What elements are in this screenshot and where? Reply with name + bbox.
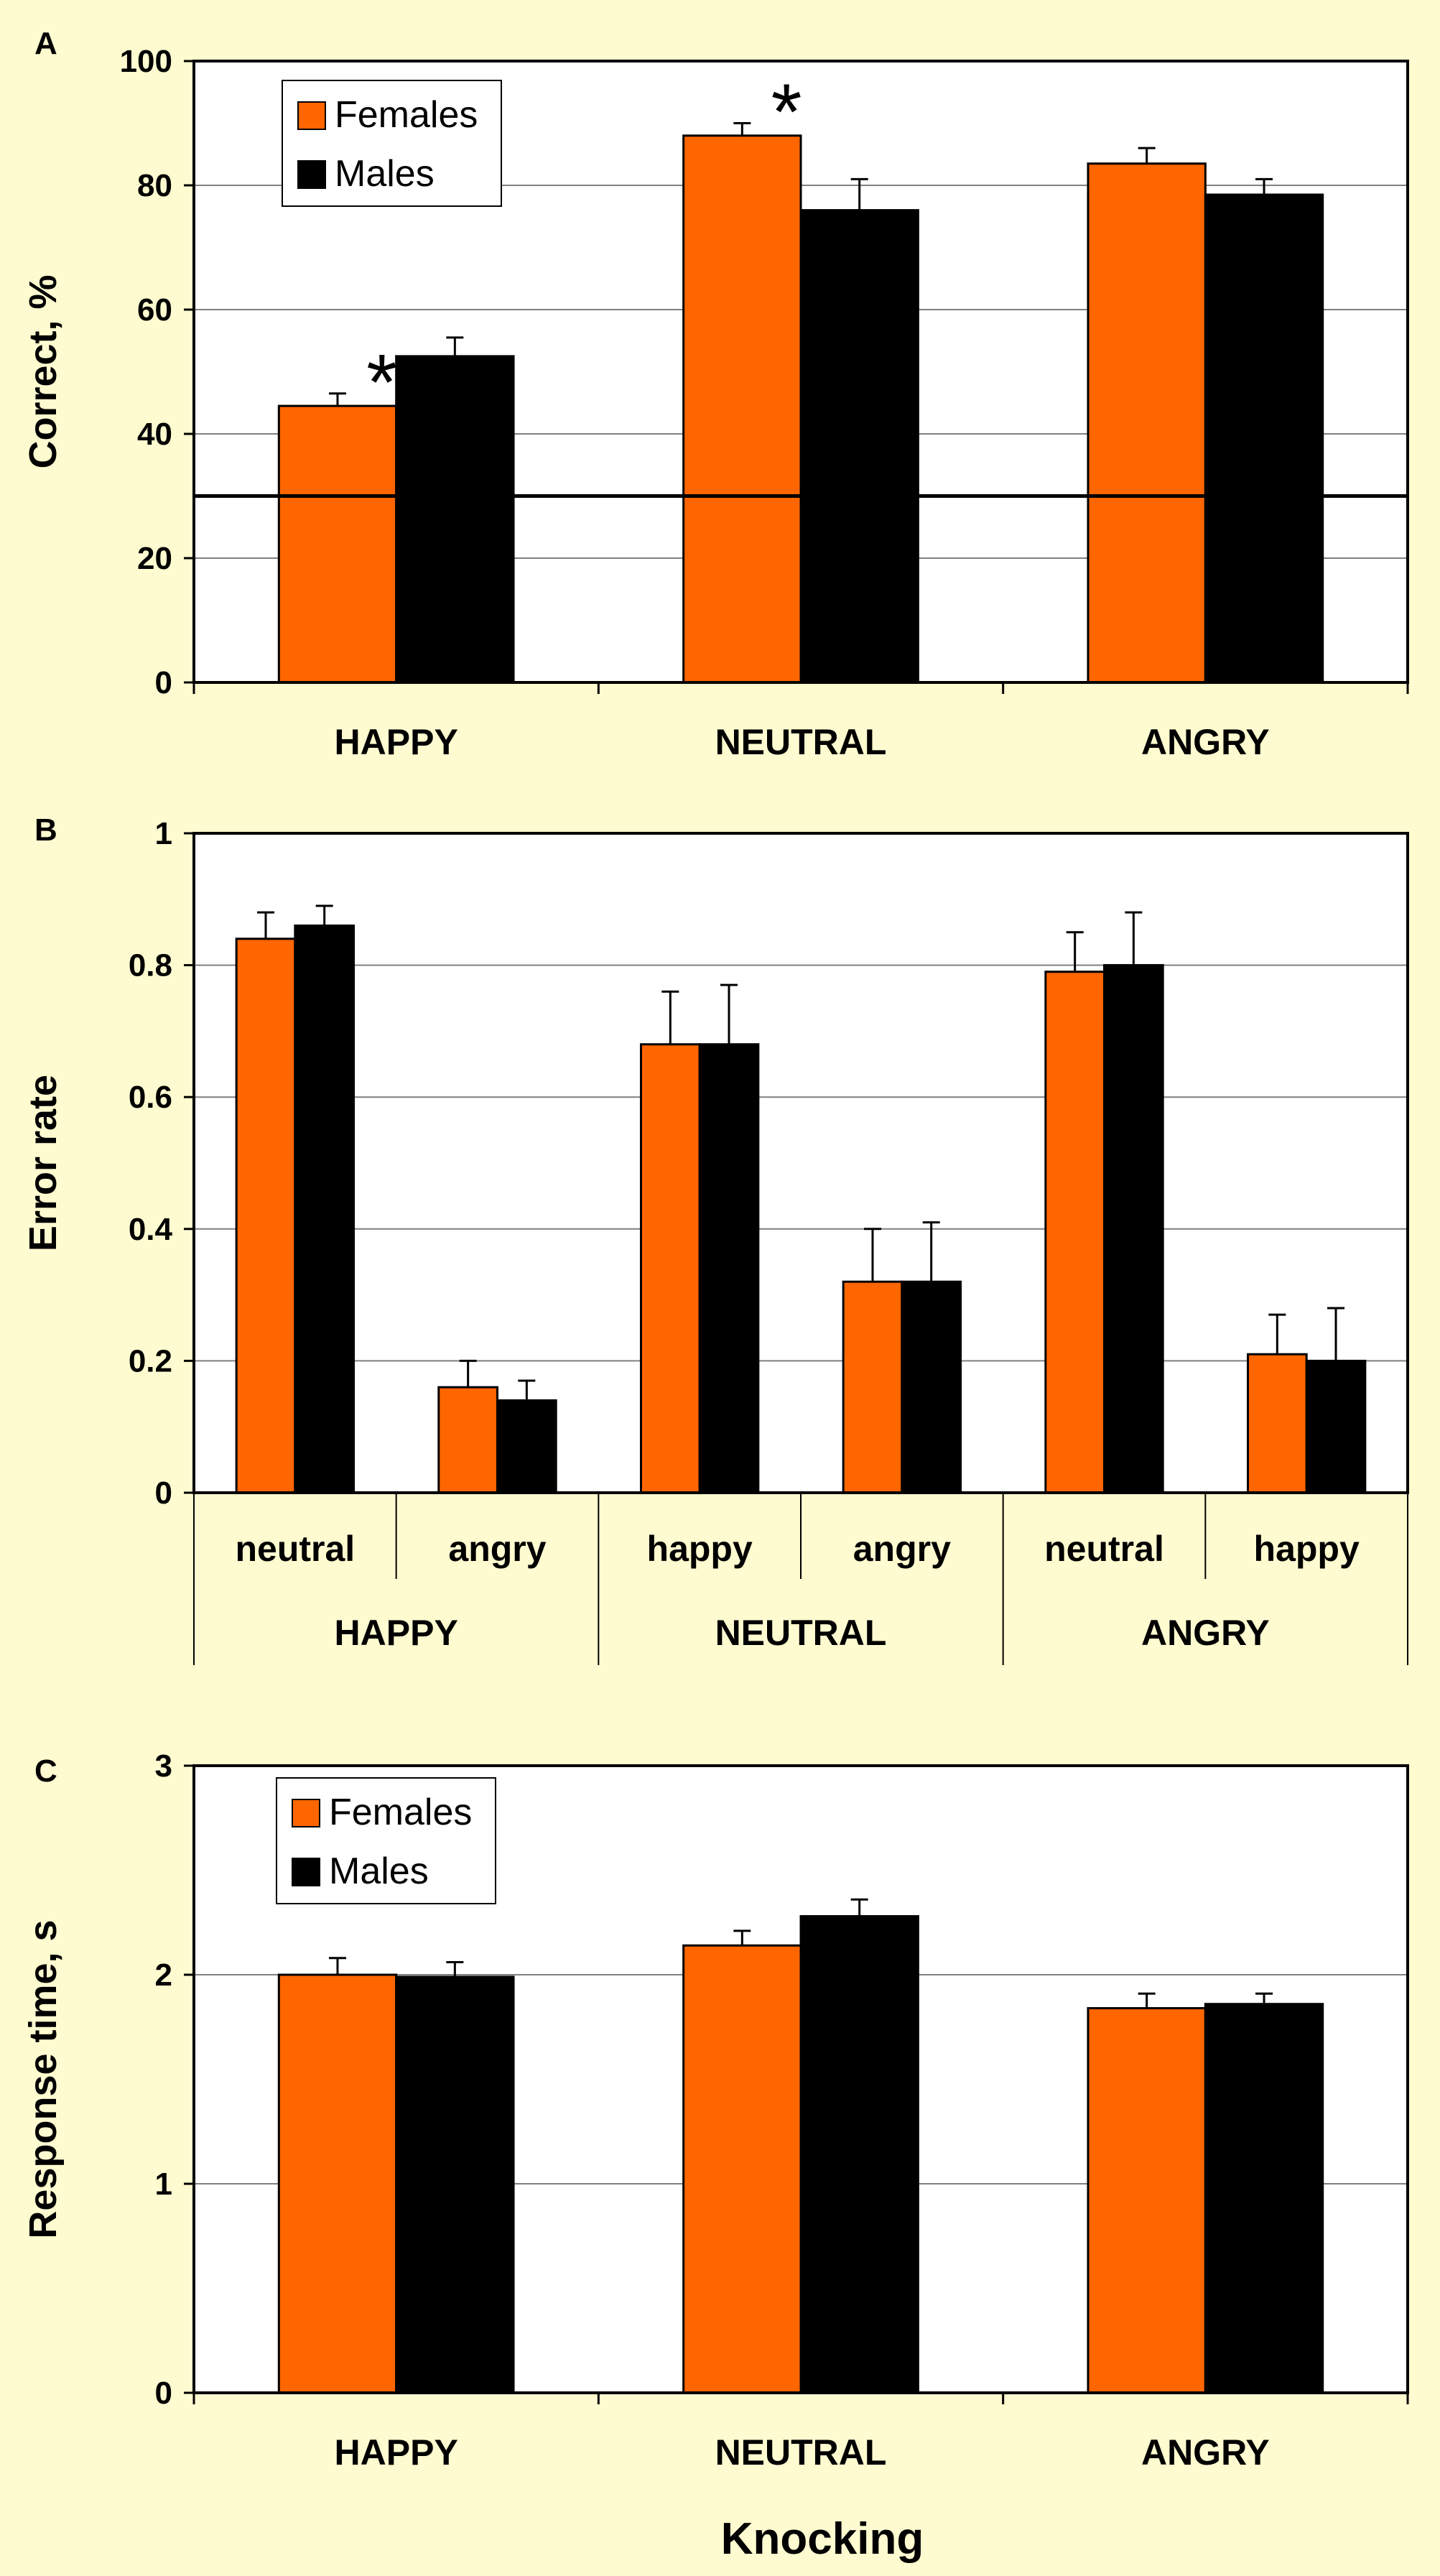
bar-females (682, 134, 802, 684)
panel-letter: A (34, 26, 57, 61)
bar-females (1087, 2007, 1207, 2394)
legend-swatch-males (292, 1858, 320, 1886)
y-tick-label: 0 (155, 2376, 172, 2411)
x-group-label: HAPPY (335, 1613, 458, 1653)
x-group-label: NEUTRAL (715, 1613, 887, 1653)
significance-star: * (771, 68, 802, 157)
y-axis-title: Correct, % (22, 274, 65, 468)
y-tick-label: 0.2 (129, 1343, 172, 1379)
bar-females (682, 1944, 802, 2394)
x-category-label: HAPPY (335, 722, 458, 762)
bar-males (1204, 2003, 1324, 2394)
x-category-label: ANGRY (1141, 2432, 1270, 2473)
bar-males (799, 1915, 919, 2394)
y-tick-label: 3 (155, 1748, 172, 1784)
legend-swatch-females (292, 1799, 320, 1827)
x-category-label: HAPPY (335, 2432, 458, 2473)
plot-frame (192, 60, 1409, 684)
x-subcategory-label: neutral (1044, 1529, 1164, 1569)
bar-males (1204, 193, 1324, 684)
x-axis-title: Knocking (721, 2514, 924, 2564)
y-tick-label: 80 (137, 168, 172, 203)
bar-females (277, 404, 398, 684)
legend: Females Males (282, 80, 502, 207)
y-tick-label: 20 (137, 541, 172, 576)
legend-swatch-females (297, 101, 326, 130)
x-subcategory-label: neutral (235, 1529, 355, 1569)
panel-a: 0 20 40 60 80 100 Correct, % A * * HAPPY NEUTRAL ANG… (22, 26, 1409, 762)
panel-letter: C (34, 1753, 57, 1789)
significance-star: * (366, 338, 397, 427)
x-subcategory-label: angry (853, 1529, 951, 1569)
y-axis-title: Response time, s (22, 1919, 65, 2238)
x-category-label: NEUTRAL (715, 722, 887, 762)
x-group-label: ANGRY (1141, 1613, 1270, 1653)
bar-males (496, 1399, 557, 1494)
legend-label: Males (335, 153, 435, 195)
bar-males (1305, 1359, 1367, 1494)
y-tick-label: 60 (137, 292, 172, 328)
x-subcategory-label: happy (1254, 1529, 1360, 1569)
bar-males (294, 925, 356, 1494)
y-tick-label: 100 (120, 44, 172, 79)
bar-females (639, 1043, 701, 1494)
y-tick-label: 0.4 (129, 1212, 173, 1247)
y-axis-title: Error rate (22, 1075, 65, 1251)
x-subcategory-label: angry (448, 1529, 546, 1569)
bar-females (1044, 970, 1105, 1494)
bar-females (277, 1973, 398, 2394)
bar-males (395, 1975, 515, 2394)
panel-c: 0 1 2 3 Response time, s C HAPPY NEUTRAL ANGRY Fe… (22, 1748, 1409, 2564)
bar-males (1103, 964, 1164, 1494)
bar-males (901, 1280, 962, 1494)
bar-females (842, 1280, 904, 1494)
y-tick-label: 2 (155, 1958, 172, 1993)
bar-males (799, 209, 919, 684)
plot-area (194, 833, 1408, 1493)
bar-males (698, 1043, 760, 1494)
x-category-label: ANGRY (1141, 722, 1270, 762)
y-tick-label: 0 (155, 665, 172, 700)
legend-swatch-males (297, 160, 326, 189)
y-tick-label: 1 (155, 816, 172, 851)
bar-females (235, 937, 297, 1494)
x-subcategory-label: happy (647, 1529, 753, 1569)
bar-females (1246, 1353, 1308, 1494)
legend-label: Males (329, 1850, 429, 1892)
y-tick-label: 40 (137, 417, 172, 452)
legend: Females Males (276, 1777, 496, 1904)
y-tick-label: 0.6 (129, 1080, 172, 1115)
x-category-label: NEUTRAL (715, 2432, 887, 2473)
panel-letter: B (34, 812, 57, 848)
bar-males (395, 355, 515, 684)
y-tick-label: 0 (155, 1475, 172, 1511)
bar-females (437, 1386, 498, 1494)
legend-label: Females (329, 1792, 472, 1833)
plot-frame (192, 1764, 1409, 2394)
bar-females (1087, 162, 1207, 684)
legend-label: Females (335, 94, 478, 136)
y-tick-label: 1 (155, 2167, 172, 2202)
y-tick-label: 0.8 (129, 948, 172, 983)
